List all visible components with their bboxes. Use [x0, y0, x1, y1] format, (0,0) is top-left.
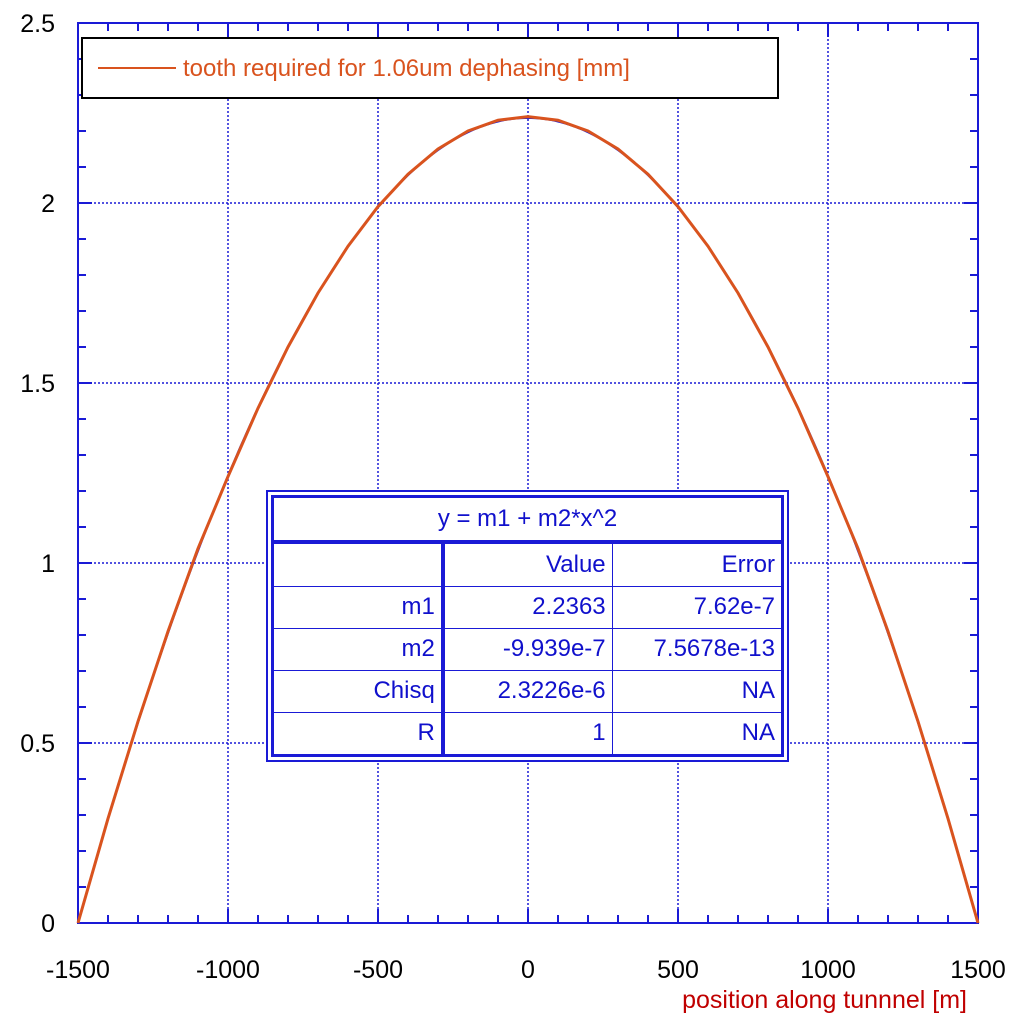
param-name: m2 [272, 627, 445, 671]
y-tick-label: 1.5 [20, 370, 55, 398]
legend-box [81, 37, 779, 99]
table-header-row: Value Error [272, 539, 783, 587]
x-tick-label: -1500 [46, 956, 110, 984]
x-tick-label: -500 [353, 956, 403, 984]
x-tick-label: 0 [521, 956, 535, 984]
param-error: 7.62e-7 [611, 585, 783, 629]
param-error: NA [611, 669, 783, 713]
y-tick-label: 2.5 [20, 10, 55, 38]
param-name: R [272, 711, 445, 756]
param-error: 7.5678e-13 [611, 627, 783, 671]
header-error: Error [611, 539, 783, 587]
grid-lines [77, 22, 979, 924]
legend: tooth required for 1.06um dephasing [mm] [81, 37, 779, 99]
legend-label: tooth required for 1.06um dephasing [mm] [183, 55, 630, 82]
x-tick-label: -1000 [196, 956, 260, 984]
x-tick-label: 1500 [950, 956, 1006, 984]
x-axis-label: position along tunnnel [m] [682, 986, 967, 1014]
table-row: m2 -9.939e-7 7.5678e-13 [272, 627, 783, 671]
param-value: 2.3226e-6 [442, 669, 613, 713]
table-row: m1 2.2363 7.62e-7 [272, 585, 783, 629]
x-tick-label: 1000 [800, 956, 856, 984]
param-name: m1 [272, 585, 445, 629]
param-value: 2.2363 [442, 585, 613, 629]
fit-results-table: y = m1 + m2*x^2 Value Error m1 2.2363 7.… [266, 490, 789, 762]
table-row: R 1 NA [272, 711, 783, 756]
param-name: Chisq [272, 669, 445, 713]
y-tick-labels: 0 0.5 1 1.5 2 2.5 [20, 10, 55, 938]
y-tick-label: 2 [41, 190, 55, 218]
fit-equation: y = m1 + m2*x^2 [273, 496, 782, 543]
param-error: NA [611, 711, 783, 756]
x-tick-labels: -1500 -1000 -500 0 500 1000 1500 [46, 956, 1006, 984]
y-tick-label: 1 [41, 550, 55, 578]
header-name [272, 539, 445, 587]
y-tick-label: 0.5 [20, 730, 55, 758]
y-tick-label: 0 [41, 910, 55, 938]
header-value: Value [442, 539, 613, 587]
axis-ticks [77, 22, 979, 924]
table-row: Chisq 2.3226e-6 NA [272, 669, 783, 713]
x-tick-label: 500 [657, 956, 699, 984]
param-value: 1 [442, 711, 613, 756]
param-value: -9.939e-7 [442, 627, 613, 671]
series-line [76, 115, 980, 924]
